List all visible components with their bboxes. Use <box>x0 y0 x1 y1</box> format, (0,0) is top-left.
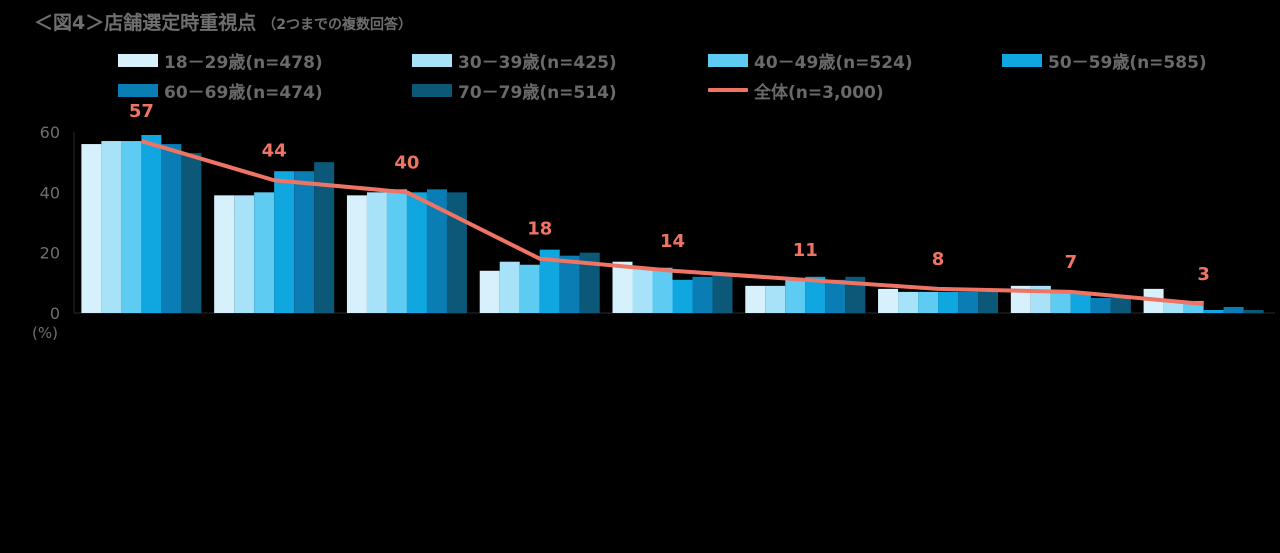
bar-s2-c3 <box>519 264 540 313</box>
bar-s2-c2 <box>386 189 407 313</box>
legend-swatch <box>412 83 452 97</box>
bar-s5-c5 <box>845 276 866 313</box>
bar-s5-c7 <box>1110 297 1131 313</box>
bar-s4-c1 <box>294 171 315 313</box>
bar-s1-c2 <box>366 192 387 313</box>
bar-s5-c4 <box>712 273 733 313</box>
chart-subtitle: （2つまでの複数回答） <box>262 17 412 33</box>
legend-label: 30－39歳(n=425) <box>458 52 617 73</box>
legend-swatch <box>1002 53 1042 67</box>
y-tick-label: 60 <box>40 123 60 142</box>
legend-item: 70－79歳(n=514) <box>412 78 617 103</box>
bar-s1-c8 <box>1163 300 1184 313</box>
bar-s5-c3 <box>579 252 600 313</box>
bar-s4-c4 <box>692 276 713 313</box>
bar-s1-c1 <box>234 195 255 313</box>
legend-label: 70－79歳(n=514) <box>458 82 617 103</box>
total-data-label: 7 <box>1065 252 1078 273</box>
bar-s4-c7 <box>1090 297 1111 313</box>
bar-s1-c0 <box>101 141 122 313</box>
chart-title: ＜図4＞店舗選定時重視点 （2つまでの複数回答） <box>34 12 412 34</box>
y-tick-label: 40 <box>40 183 60 202</box>
bar-s3-c6 <box>938 291 959 313</box>
bar-s5-c0 <box>181 153 202 313</box>
bar-s0-c3 <box>479 270 500 313</box>
bar-s2-c1 <box>254 192 275 313</box>
legend-label: 40－49歳(n=524) <box>754 52 913 73</box>
y-tick-label: 20 <box>40 244 60 263</box>
bar-s0-c6 <box>878 288 899 313</box>
bar-s2-c6 <box>918 291 939 313</box>
legend-item: 18－29歳(n=478) <box>118 48 323 73</box>
bar-s4-c0 <box>161 144 182 313</box>
bar-s1-c4 <box>632 267 653 313</box>
bar-s3-c7 <box>1070 291 1091 313</box>
bar-s3-c0 <box>141 135 162 313</box>
legend-swatch <box>412 53 452 67</box>
bar-s4-c2 <box>426 189 447 313</box>
bar-s2-c0 <box>121 141 142 313</box>
legend-swatch <box>708 53 748 67</box>
bar-s0-c1 <box>214 195 235 313</box>
legend-label: 全体(n=3,000) <box>754 82 884 103</box>
bar-s0-c0 <box>81 144 102 313</box>
total-line <box>140 139 1204 306</box>
total-data-label: 14 <box>660 231 685 252</box>
bar-s4-c5 <box>825 279 846 313</box>
bar-s4-c6 <box>958 291 979 313</box>
bar-s3-c3 <box>539 249 560 313</box>
legend-swatch <box>708 88 748 92</box>
total-data-label: 18 <box>527 219 552 240</box>
bar-s1-c6 <box>898 291 919 313</box>
legend-swatch <box>118 53 158 67</box>
bar-s2-c4 <box>652 267 673 313</box>
bar-s1-c5 <box>765 285 786 313</box>
bar-s0-c4 <box>612 261 633 313</box>
legend-item: 50－59歳(n=585) <box>1002 48 1207 73</box>
bar-s0-c2 <box>346 195 367 313</box>
total-data-label: 8 <box>932 249 945 270</box>
y-tick-label: 0 <box>50 304 60 323</box>
bar-s5-c6 <box>978 291 999 313</box>
y-unit-label: (%) <box>32 324 58 342</box>
bar-s3-c1 <box>274 171 295 313</box>
total-data-label: 40 <box>394 152 419 173</box>
bar-s5-c8 <box>1243 309 1264 313</box>
bar-s3-c8 <box>1203 309 1224 313</box>
bar-s2-c5 <box>785 279 806 313</box>
total-data-label: 57 <box>129 101 154 122</box>
bar-s5-c2 <box>446 192 467 313</box>
legend-label: 60－69歳(n=474) <box>164 82 323 103</box>
legend-item: 全体(n=3,000) <box>708 78 884 103</box>
total-data-label: 11 <box>793 240 818 261</box>
bar-s4-c3 <box>559 255 580 313</box>
total-data-label: 44 <box>262 140 287 161</box>
bar-s3-c5 <box>805 276 826 313</box>
bar-s3-c4 <box>672 279 693 313</box>
bar-s2-c7 <box>1050 291 1071 313</box>
total-data-label: 3 <box>1197 264 1210 285</box>
legend-item: 40－49歳(n=524) <box>708 48 913 73</box>
legend-swatch <box>118 83 158 97</box>
legend-label: 18－29歳(n=478) <box>164 52 323 73</box>
bar-s4-c8 <box>1223 306 1244 313</box>
bar-s3-c2 <box>406 192 427 313</box>
legend-item: 60－69歳(n=474) <box>118 78 323 103</box>
legend-item: 30－39歳(n=425) <box>412 48 617 73</box>
bar-s0-c5 <box>745 285 766 313</box>
bar-s1-c3 <box>499 261 520 313</box>
legend-label: 50－59歳(n=585) <box>1048 52 1207 73</box>
bar-s5-c1 <box>314 162 335 313</box>
